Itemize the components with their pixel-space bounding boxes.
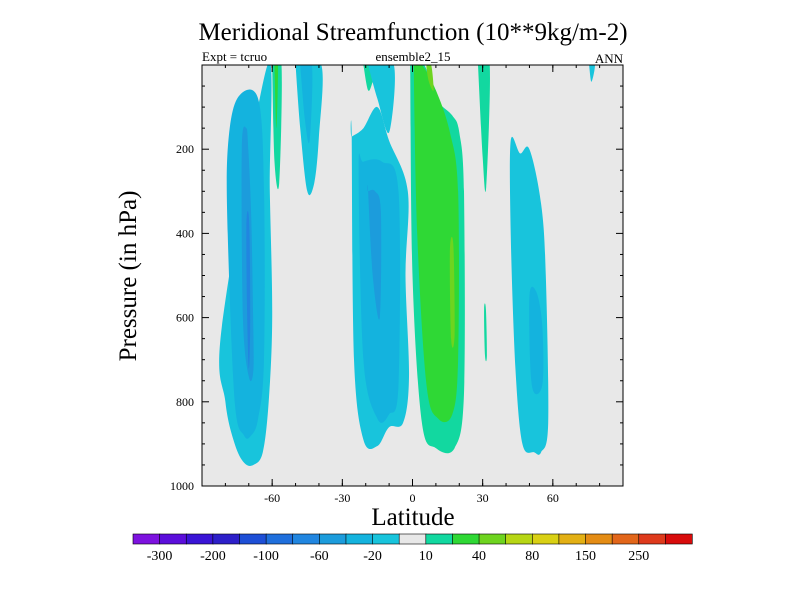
colorbar-swatch <box>239 533 267 545</box>
colorbar-swatch <box>505 533 533 545</box>
colorbar-label: 80 <box>525 549 539 564</box>
colorbar-swatch <box>425 533 454 545</box>
ensemble-label: ensemble2_15 <box>375 49 450 64</box>
y-tick-label: 200 <box>176 142 194 156</box>
contour-regions <box>219 65 595 466</box>
contour-nh-ferrel-sharp <box>478 65 490 192</box>
colorbar-swatch <box>265 533 294 545</box>
contour-nh-hadley-core <box>449 236 455 348</box>
colorbar-swatch <box>558 533 587 545</box>
contour-upper-sh-band-inner <box>300 65 313 144</box>
x-tick-label: 0 <box>410 491 416 505</box>
colorbar-swatch <box>531 533 560 545</box>
colorbar-swatch <box>398 533 427 545</box>
colorbar-swatch <box>478 533 507 545</box>
colorbar-swatch <box>345 533 374 545</box>
y-tick-label: 600 <box>176 311 194 325</box>
contour-nh-upper-pos <box>426 65 434 91</box>
colorbar-swatch <box>185 533 214 545</box>
y-tick-label: 1000 <box>170 479 194 493</box>
colorbar-label: -20 <box>363 549 382 564</box>
contour-nh-ferrel-inner <box>529 286 544 395</box>
contour-nh-hadley-inner <box>413 65 460 423</box>
colorbar-swatch <box>212 533 241 545</box>
colorbar-swatch <box>611 533 640 545</box>
colorbar-label: 10 <box>419 549 433 564</box>
colorbar-label: 150 <box>575 549 596 564</box>
colorbar-swatch <box>638 533 666 545</box>
y-tick-label: 800 <box>176 395 194 409</box>
axis-ticks: -60 -30 0 30 60 200 400 600 800 1000 <box>170 65 623 505</box>
x-tick-label: -60 <box>264 491 280 505</box>
colorbar-label: 250 <box>628 549 649 564</box>
colorbar-label: -60 <box>310 549 329 564</box>
x-tick-label: 30 <box>477 491 489 505</box>
y-axis-label: Pressure (in hPa) <box>115 191 142 362</box>
contour-tropical-sh-core <box>367 185 382 320</box>
contour-nh-ferrel-strip <box>484 303 487 362</box>
contour-upper-tropic-neg <box>368 65 395 134</box>
colorbar-swatch <box>159 533 187 545</box>
colorbar-swatch <box>585 533 613 545</box>
y-tick-label: 400 <box>176 226 194 240</box>
colorbar-swatch <box>452 533 480 545</box>
contour-fill-group <box>219 65 595 466</box>
chart-title: Meridional Streamfunction (10**9kg/m-2) <box>198 19 627 46</box>
colorbar-swatch <box>372 533 400 545</box>
contour-nh-polar-small <box>589 65 595 82</box>
x-tick-label: -30 <box>334 491 350 505</box>
colorbar-swatch <box>319 533 347 545</box>
colorbar-swatch <box>292 533 320 545</box>
colorbar-swatch <box>132 533 161 545</box>
colorbar: -300 -200 -100 -60 -20 10 40 80 150 250 <box>132 533 693 564</box>
contour-positive-strip-sh-inner <box>274 65 279 129</box>
colorbar-label: -200 <box>200 549 226 564</box>
colorbar-label: -300 <box>147 549 173 564</box>
season-label: ANN <box>595 51 624 66</box>
colorbar-swatch <box>665 533 693 545</box>
colorbar-label: -100 <box>253 549 279 564</box>
contour-sh-cell-max <box>246 211 251 369</box>
colorbar-label: 40 <box>472 549 486 564</box>
experiment-label: Expt = tcruo <box>202 49 267 64</box>
x-axis-label: Latitude <box>371 504 454 531</box>
x-tick-label: 60 <box>547 491 559 505</box>
contour-positive-strip-sh <box>272 65 282 190</box>
